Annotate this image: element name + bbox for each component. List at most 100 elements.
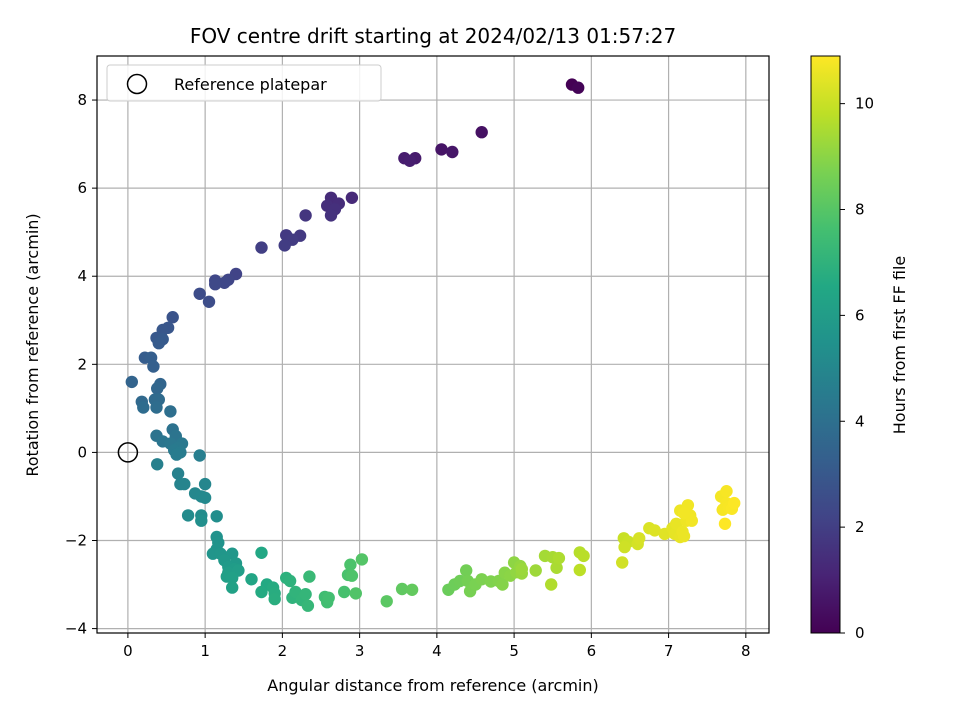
colorbar-tick-label: 8 [855, 201, 865, 219]
scatter-point [344, 558, 357, 571]
scatter-point [278, 239, 291, 252]
scatter-point [349, 587, 362, 600]
y-tick-label: −4 [65, 620, 87, 638]
x-tick-label: 6 [587, 642, 597, 660]
scatter-point [125, 375, 138, 389]
x-tick-label: 7 [664, 642, 674, 660]
scatter-point [380, 595, 393, 608]
y-tick-label: 4 [77, 267, 87, 285]
scatter-point [345, 569, 359, 582]
x-tick-label: 5 [509, 642, 519, 660]
data-points [125, 78, 741, 612]
scatter-point [255, 546, 268, 559]
y-axis-ticks: −4 −2 0 2 4 6 8 [65, 91, 97, 638]
grid-lines [97, 56, 769, 633]
colorbar-tick-label: 2 [855, 518, 865, 536]
scatter-point [460, 564, 473, 577]
scatter-point [255, 241, 268, 254]
colorbar-label: Hours from first FF file [890, 256, 909, 435]
scatter-point [301, 599, 315, 612]
x-tick-label: 0 [123, 642, 133, 660]
scatter-point [151, 382, 164, 395]
x-tick-label: 4 [432, 642, 442, 660]
scatter-point [283, 574, 297, 588]
legend-entry-reference: Reference platepar [174, 75, 327, 94]
scatter-point [166, 311, 179, 324]
scatter-point [299, 588, 312, 601]
y-tick-label: 2 [77, 355, 87, 373]
scatter-point [529, 564, 542, 577]
scatter-point [255, 585, 268, 599]
scatter-point [355, 553, 369, 566]
colorbar-ticks: 0 2 4 6 8 10 [840, 95, 874, 642]
scatter-point [475, 126, 488, 139]
y-axis-label: Rotation from reference (arcmin) [23, 213, 42, 476]
scatter-point [577, 549, 590, 563]
reference-marker [117, 442, 139, 463]
scatter-point [151, 458, 164, 471]
y-tick-label: 0 [77, 443, 87, 461]
scatter-point [299, 209, 312, 222]
scatter-point [150, 401, 163, 414]
y-tick-label: 8 [77, 91, 87, 109]
scatter-point [677, 507, 691, 520]
scatter-point [573, 563, 586, 577]
scatter-point [677, 529, 691, 543]
scatter-point [395, 582, 409, 596]
scatter-point [515, 562, 528, 576]
y-tick-label: −2 [65, 532, 87, 550]
chart-title: FOV centre drift starting at 2024/02/13 … [190, 24, 676, 48]
scatter-point [152, 337, 165, 350]
scatter-point [338, 585, 351, 599]
scatter-point [147, 360, 160, 373]
scatter-point [345, 191, 359, 204]
colorbar-tick-label: 0 [855, 624, 865, 642]
x-tick-label: 3 [355, 642, 365, 660]
scatter-point [181, 509, 195, 522]
scatter-point [178, 477, 191, 491]
scatter-point [446, 145, 459, 159]
y-tick-label: 6 [77, 179, 87, 197]
plot-area [97, 56, 769, 633]
scatter-point [198, 477, 212, 491]
scatter-point [720, 485, 733, 498]
scatter-point [245, 573, 258, 586]
scatter-point [303, 570, 316, 583]
scatter-point [550, 561, 563, 574]
scatter-point [633, 532, 646, 545]
colorbar [810, 55, 841, 634]
colorbar-tick-label: 4 [855, 412, 865, 430]
scatter-point [618, 540, 631, 554]
scatter-point [137, 401, 150, 414]
scatter-point [718, 517, 732, 530]
colorbar-tick-label: 6 [855, 306, 865, 324]
scatter-point [435, 143, 448, 156]
x-tick-label: 1 [200, 642, 210, 660]
scatter-point [616, 556, 629, 569]
scatter-point [198, 491, 212, 504]
scatter-point [218, 276, 231, 289]
scatter-point [572, 81, 585, 94]
scatter-point [268, 592, 281, 606]
scatter-point [322, 591, 335, 604]
x-tick-label: 2 [278, 642, 288, 660]
scatter-point [226, 571, 239, 585]
scatter-point [193, 449, 206, 462]
scatter-point [405, 583, 419, 596]
scatter-point [210, 510, 223, 523]
scatter-point [193, 287, 206, 300]
plot-frame [96, 55, 770, 634]
scatter-point [403, 154, 416, 167]
scatter-point [226, 581, 239, 594]
scatter-point [195, 514, 208, 527]
scatter-point [552, 551, 566, 565]
scatter-point [685, 514, 698, 527]
scatter-point [545, 578, 558, 591]
legend-reference-marker [126, 73, 148, 95]
scatter-point [209, 278, 222, 291]
scatter-point [496, 578, 509, 591]
scatter-point [648, 524, 661, 537]
x-axis-label: Angular distance from reference (arcmin) [267, 676, 598, 695]
x-tick-label: 8 [741, 642, 751, 660]
